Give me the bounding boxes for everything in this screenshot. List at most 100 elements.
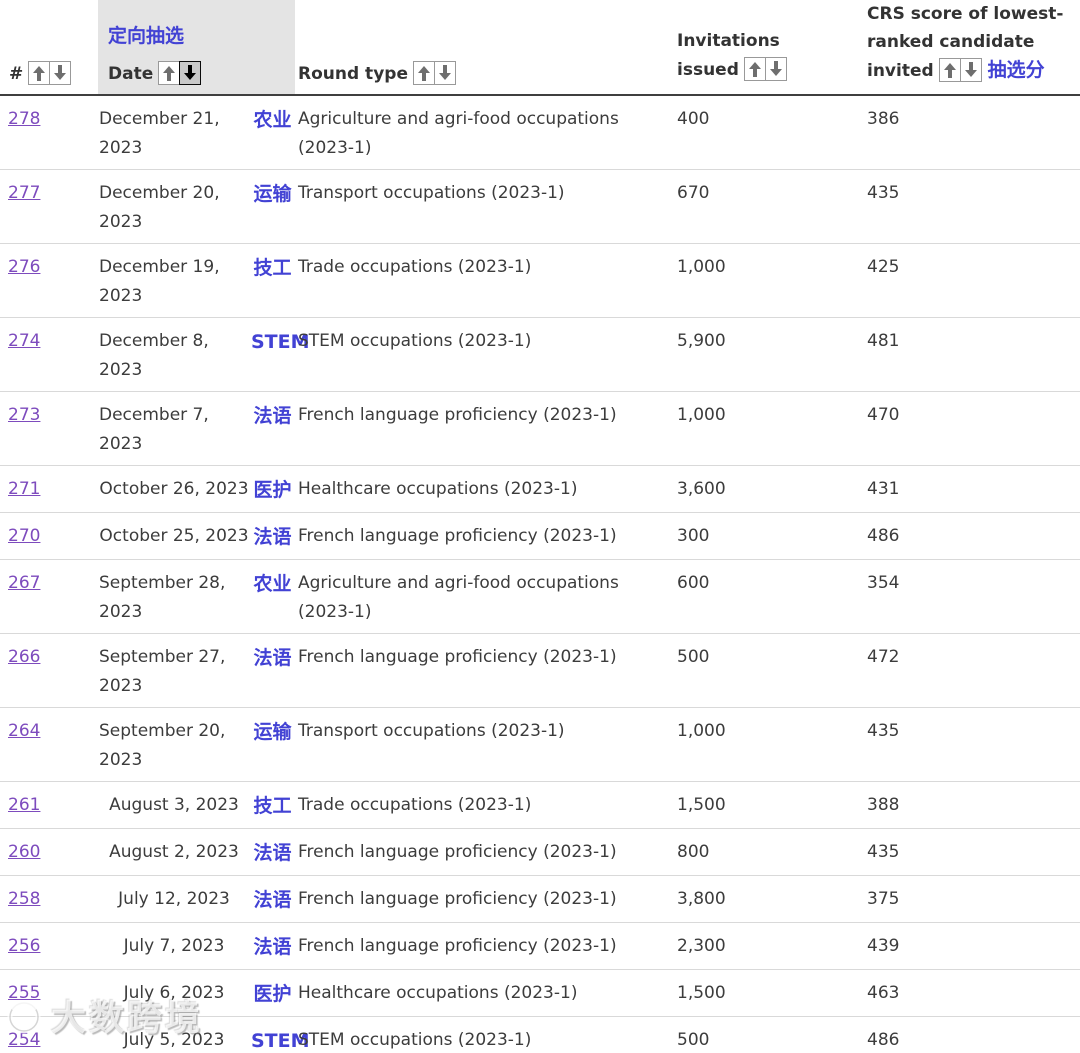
round-number-link[interactable]: 260 (8, 842, 41, 862)
crs-score-cell: 375 (855, 875, 1080, 923)
invitations-cell: 670 (665, 169, 855, 244)
round-number-link[interactable]: 270 (8, 526, 41, 546)
column-header-crs-score: CRS score of lowest-ranked candidate inv… (855, 0, 1080, 96)
round-number-cell: 276 (0, 243, 98, 318)
round-number-cell: 267 (0, 559, 98, 634)
crs-score-cell: 486 (855, 1016, 1080, 1053)
round-type-text: STEM occupations (2023-1) (298, 331, 532, 351)
crs-score-cell: 435 (855, 828, 1080, 876)
sort-ascending-round-button[interactable] (412, 61, 435, 85)
category-tag-annotation: 农业 (253, 109, 292, 131)
table-row: 256 July 7, 2023 法语 French language prof… (0, 922, 1080, 970)
crs-score-value: 439 (867, 936, 900, 956)
category-tag-cell: 农业 (250, 559, 295, 634)
round-type-text: Trade occupations (2023-1) (298, 795, 532, 815)
category-tag-cell: 技工 (250, 781, 295, 829)
crs-score-cell: 486 (855, 512, 1080, 560)
sort-ascending-date-button[interactable] (158, 61, 181, 85)
invitations-cell: 1,500 (665, 781, 855, 829)
sort-ascending-invitations-button[interactable] (743, 57, 766, 81)
date-text: July 7, 2023 (123, 936, 225, 956)
round-number-cell: 261 (0, 781, 98, 829)
round-number-link[interactable]: 276 (8, 257, 41, 277)
round-number-link[interactable]: 255 (8, 983, 41, 1003)
crs-score-cell: 481 (855, 317, 1080, 392)
date-text: July 12, 2023 (118, 889, 230, 909)
round-number-cell: 258 (0, 875, 98, 923)
sort-descending-crs-button[interactable] (959, 58, 982, 82)
date-cell: September 20, 2023 (98, 707, 250, 782)
crs-score-cell: 386 (855, 95, 1080, 170)
sort-ascending-number-button[interactable] (28, 61, 51, 85)
sort-descending-number-button[interactable] (49, 61, 72, 85)
round-type-text: French language proficiency (2023-1) (298, 526, 617, 546)
round-type-header-label: Round type (298, 64, 408, 84)
sort-ascending-crs-button[interactable] (938, 58, 961, 82)
round-number-link[interactable]: 264 (8, 721, 41, 741)
table-row: 276 December 19, 2023 技工 Trade occupatio… (0, 243, 1080, 318)
crs-score-cell: 435 (855, 707, 1080, 782)
sort-descending-invitations-button[interactable] (764, 57, 787, 81)
date-text: September 20, 2023 (99, 721, 226, 770)
sort-descending-date-button[interactable] (179, 61, 202, 85)
invitations-cell: 1,000 (665, 391, 855, 466)
table-row: 267 September 28, 2023 农业 Agriculture an… (0, 559, 1080, 634)
date-cell: December 20, 2023 (98, 169, 250, 244)
crs-score-value: 388 (867, 795, 900, 815)
round-number-link[interactable]: 273 (8, 405, 41, 425)
round-type-text: Healthcare occupations (2023-1) (298, 983, 578, 1003)
table-row: 254 July 5, 2023 STEM STEM occupations (… (0, 1016, 1080, 1053)
round-type-text: French language proficiency (2023-1) (298, 405, 617, 425)
round-type-text: French language proficiency (2023-1) (298, 889, 617, 909)
sort-descending-round-button[interactable] (433, 61, 456, 85)
category-tag-annotation: 技工 (253, 257, 292, 279)
invitations-value: 400 (677, 109, 710, 129)
invitations-cell: 1,000 (665, 707, 855, 782)
category-tag-cell: 技工 (250, 243, 295, 318)
round-number-link[interactable]: 266 (8, 647, 41, 667)
date-cell: July 7, 2023 (98, 922, 250, 970)
table-row: 278 December 21, 2023 农业 Agriculture and… (0, 95, 1080, 170)
invitations-cell: 2,300 (665, 922, 855, 970)
category-tag-annotation: STEM (251, 331, 310, 353)
category-tag-cell: 医护 (250, 969, 295, 1017)
round-number-link[interactable]: 278 (8, 109, 41, 129)
invitations-value: 2,300 (677, 936, 726, 956)
round-number-link[interactable]: 254 (8, 1030, 41, 1050)
invitations-cell: 800 (665, 828, 855, 876)
round-type-text: French language proficiency (2023-1) (298, 936, 617, 956)
invitations-cell: 3,800 (665, 875, 855, 923)
category-tag-cell: 法语 (250, 512, 295, 560)
date-cell: October 26, 2023 (98, 465, 250, 513)
round-number-link[interactable]: 277 (8, 183, 41, 203)
date-text: August 3, 2023 (109, 795, 239, 815)
round-type-text: French language proficiency (2023-1) (298, 842, 617, 862)
round-type-cell: Agriculture and agri-food occupations (2… (295, 95, 665, 170)
crs-score-value: 486 (867, 526, 900, 546)
category-tag-cell: 农业 (250, 95, 295, 170)
date-text: October 26, 2023 (99, 479, 249, 499)
date-cell: July 12, 2023 (98, 875, 250, 923)
targeted-draw-annotation-label: 定向抽选 (108, 25, 185, 47)
round-type-text: Agriculture and agri-food occupations (2… (298, 573, 619, 622)
date-cell: August 3, 2023 (98, 781, 250, 829)
round-number-cell: 277 (0, 169, 98, 244)
round-number-cell: 255 (0, 969, 98, 1017)
invitations-value: 5,900 (677, 331, 726, 351)
crs-score-cell: 431 (855, 465, 1080, 513)
round-number-link[interactable]: 261 (8, 795, 41, 815)
date-cell: December 7, 2023 (98, 391, 250, 466)
table-row: 270 October 25, 2023 法语 French language … (0, 512, 1080, 560)
date-text: December 8, 2023 (99, 331, 209, 380)
round-type-cell: Healthcare occupations (2023-1) (295, 465, 665, 513)
round-number-link[interactable]: 267 (8, 573, 41, 593)
round-number-link[interactable]: 271 (8, 479, 41, 499)
round-number-link[interactable]: 274 (8, 331, 41, 351)
round-number-link[interactable]: 256 (8, 936, 41, 956)
date-text: December 19, 2023 (99, 257, 220, 306)
round-number-link[interactable]: 258 (8, 889, 41, 909)
column-header-round-type: Round type (295, 0, 665, 96)
crs-header-label: CRS score of lowest-ranked candidate inv… (867, 4, 1064, 81)
round-number-cell: 271 (0, 465, 98, 513)
crs-score-value: 486 (867, 1030, 900, 1050)
